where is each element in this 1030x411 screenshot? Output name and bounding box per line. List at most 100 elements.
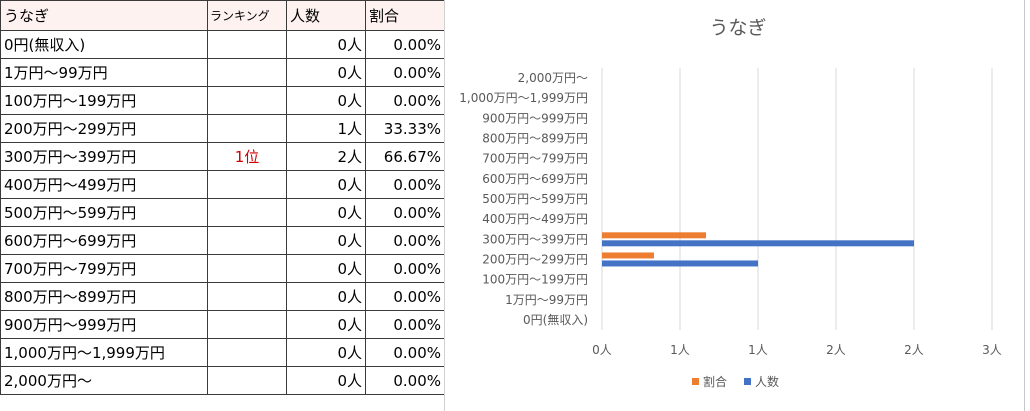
cell-ranking[interactable] [207,226,287,255]
cell-count[interactable]: 0人 [286,254,366,283]
y-tick-label: 600万円～699万円 [482,172,588,186]
cell-count[interactable]: 0人 [286,282,366,311]
cell-count[interactable]: 0人 [286,338,366,367]
cell-income-range[interactable]: 700万円～799万円 [0,254,208,283]
table-row: 700万円～799万円 0人 0.00% [0,254,445,283]
cell-income-range[interactable]: 1万円～99万円 [0,58,208,87]
cell-income-range[interactable]: 0円(無収入) [0,30,208,59]
header-cell-name[interactable]: うなぎ [0,0,208,31]
table-row: 200万円～299万円 1人 33.33% [0,114,445,143]
bar-ratio [602,232,707,239]
data-table: うなぎ ランキング 人数 割合 0円(無収入) 0人 0.00% 1万円～99万円 0人 0.00… [0,0,445,395]
cell-count[interactable]: 0人 [286,310,366,339]
cell-count[interactable]: 0人 [286,58,366,87]
cell-income-range[interactable]: 500万円～599万円 [0,198,208,227]
y-tick-label: 1万円～99万円 [505,293,588,307]
table-row: 1,000万円～1,999万円 0人 0.00% [0,338,445,367]
cell-ranking[interactable] [207,282,287,311]
cell-ranking[interactable] [207,338,287,367]
sheet-column-edge [1024,0,1030,411]
cell-ranking[interactable] [207,254,287,283]
y-tick-label: 700万円～799万円 [482,152,588,166]
cell-count[interactable]: 2人 [286,142,366,171]
cell-ratio[interactable]: 0.00% [365,366,445,395]
y-tick-label: 800万円～899万円 [482,132,588,146]
cell-income-range[interactable]: 600万円～699万円 [0,226,208,255]
legend-label: 人数 [755,374,779,389]
cell-count[interactable]: 0人 [286,366,366,395]
cell-income-range[interactable]: 2,000万円～ [0,366,208,395]
cell-count[interactable]: 0人 [286,226,366,255]
table-row: 500万円～599万円 0人 0.00% [0,198,445,227]
cell-ranking[interactable] [207,86,287,115]
cell-ratio[interactable]: 0.00% [365,198,445,227]
x-tick-label: 1人 [748,343,768,357]
cell-income-range[interactable]: 900万円～999万円 [0,310,208,339]
cell-ratio[interactable]: 0.00% [365,58,445,87]
cell-ratio[interactable]: 0.00% [365,226,445,255]
bar-ratio [602,252,654,259]
cell-ratio[interactable]: 0.00% [365,86,445,115]
cell-ratio[interactable]: 66.67% [365,142,445,171]
cell-ratio[interactable]: 0.00% [365,170,445,199]
y-tick-label: 2,000万円～ [518,71,588,85]
y-tick-label: 0円(無収入) [523,312,588,327]
x-tick-label: 2人 [826,343,846,357]
cell-count[interactable]: 0人 [286,86,366,115]
y-tick-label: 200万円～299万円 [482,252,588,266]
legend-swatch-count [744,378,751,385]
cell-income-range[interactable]: 300万円～399万円 [0,142,208,171]
bar-count [602,240,914,247]
table-row: 600万円～699万円 0人 0.00% [0,226,445,255]
header-cell-count[interactable]: 人数 [286,0,366,31]
cell-ratio[interactable]: 0.00% [365,310,445,339]
x-tick-label: 0人 [592,343,612,357]
cell-income-range[interactable]: 800万円～899万円 [0,282,208,311]
bar-chart[interactable]: うなぎ 0人 1人 1人 2人 2人 3人 0円(無収入) 1万円～99万円 100万円～199万… [452,0,1024,411]
cell-ratio[interactable]: 33.33% [365,114,445,143]
cell-ranking[interactable] [207,198,287,227]
y-tick-label: 100万円～199万円 [482,273,588,287]
x-tick-label: 1人 [670,343,690,357]
y-tick-label: 900万円～999万円 [482,111,588,125]
table-row: 1万円～99万円 0人 0.00% [0,58,445,87]
cell-ratio[interactable]: 0.00% [365,30,445,59]
table-row: 900万円～999万円 0人 0.00% [0,310,445,339]
chart-title: うなぎ [709,17,766,39]
cell-ratio[interactable]: 0.00% [365,254,445,283]
cell-count[interactable]: 0人 [286,198,366,227]
cell-income-range[interactable]: 1,000万円～1,999万円 [0,338,208,367]
y-tick-label: 500万円～599万円 [482,192,588,206]
cell-ranking[interactable] [207,170,287,199]
x-tick-label: 3人 [982,343,1002,357]
cell-count[interactable]: 0人 [286,30,366,59]
table-row: 300万円～399万円 1位 2人 66.67% [0,142,445,171]
cell-income-range[interactable]: 100万円～199万円 [0,86,208,115]
cell-count[interactable]: 0人 [286,170,366,199]
cell-ranking[interactable] [207,30,287,59]
x-tick-label: 2人 [904,343,924,357]
cell-ratio[interactable]: 0.00% [365,282,445,311]
table-row: 800万円～899万円 0人 0.00% [0,282,445,311]
cell-ranking[interactable] [207,366,287,395]
table-row: 2,000万円～ 0人 0.00% [0,366,445,395]
header-cell-ranking[interactable]: ランキング [207,0,287,31]
chart-canvas: うなぎ 0人 1人 1人 2人 2人 3人 0円(無収入) 1万円～99万円 100万円～199万… [459,17,1002,389]
legend-swatch-ratio [692,378,699,385]
legend-label: 割合 [703,374,727,389]
y-tick-label: 1,000万円～1,999万円 [459,91,588,105]
cell-income-range[interactable]: 200万円～299万円 [0,114,208,143]
cell-ratio[interactable]: 0.00% [365,338,445,367]
header-cell-ratio[interactable]: 割合 [365,0,445,31]
cell-ranking[interactable] [207,114,287,143]
table-row: 100万円～199万円 0人 0.00% [0,86,445,115]
table-row: 400万円～499万円 0人 0.00% [0,170,445,199]
cell-ranking[interactable] [207,310,287,339]
cell-income-range[interactable]: 400万円～499万円 [0,170,208,199]
table-row: 0円(無収入) 0人 0.00% [0,30,445,59]
cell-count[interactable]: 1人 [286,114,366,143]
bar-count [602,260,758,267]
cell-ranking[interactable] [207,58,287,87]
cell-ranking[interactable]: 1位 [207,142,287,171]
y-tick-label: 300万円～399万円 [482,232,588,246]
